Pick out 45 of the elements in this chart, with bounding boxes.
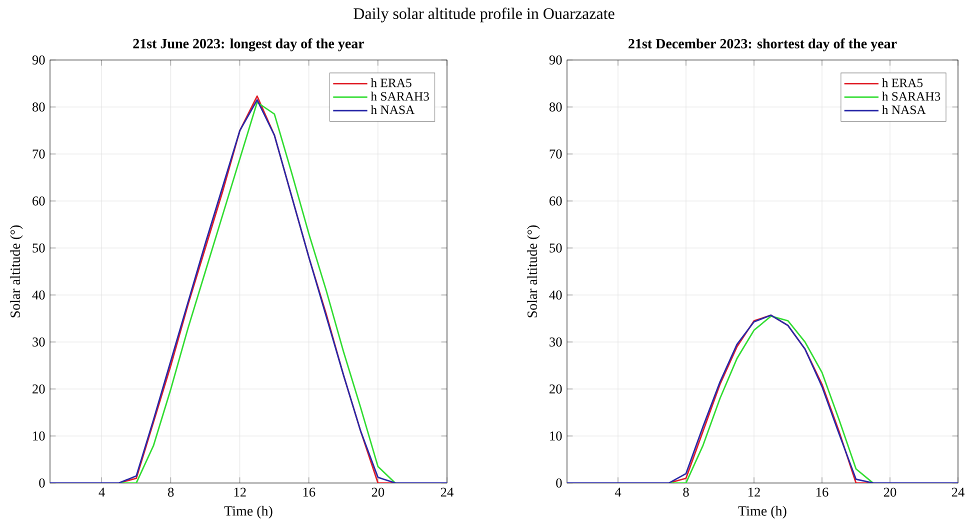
x-axis-title: Time (h) bbox=[738, 506, 786, 519]
legend-label: h ERA5 bbox=[370, 78, 412, 88]
x-tick-label: 8 bbox=[168, 488, 174, 497]
y-tick-label: 40 bbox=[32, 290, 45, 300]
y-tick-label: 50 bbox=[32, 243, 45, 252]
y-axis-title: Solar altitude (°) bbox=[10, 225, 23, 318]
x-tick-label: 16 bbox=[816, 488, 828, 497]
y-tick-label: 30 bbox=[550, 337, 562, 346]
y-tick-label: 20 bbox=[32, 384, 45, 394]
y-tick-label: 80 bbox=[32, 102, 45, 112]
x-tick-label: 20 bbox=[884, 488, 896, 497]
y-tick-label: 40 bbox=[549, 290, 562, 300]
y-tick-label: 90 bbox=[549, 56, 562, 64]
legend-label: h NASA bbox=[370, 105, 415, 114]
x-tick-label: 12 bbox=[234, 488, 246, 497]
chart-title: 21st December 2023: shortest day of the year bbox=[628, 38, 897, 52]
y-tick-label: 80 bbox=[549, 102, 562, 112]
chart-title: 21st June 2023: longest day of the year bbox=[133, 38, 364, 52]
x-tick-label: 20 bbox=[372, 488, 384, 497]
legend-label: h ERA5 bbox=[882, 78, 923, 88]
y-tick-label: 60 bbox=[32, 196, 45, 206]
y-tick-label: 90 bbox=[32, 56, 45, 64]
y-tick-label: 10 bbox=[550, 431, 562, 440]
y-tick-label: 20 bbox=[550, 384, 562, 394]
x-tick-label: 4 bbox=[614, 488, 622, 496]
legend-label: h NASA bbox=[882, 105, 926, 114]
y-tick-label: 60 bbox=[550, 196, 562, 206]
y-tick-label: 30 bbox=[32, 337, 45, 346]
y-tick-label: 70 bbox=[32, 150, 45, 158]
y-tick-label: 50 bbox=[550, 243, 562, 252]
legend-label: h SARAH3 bbox=[882, 92, 940, 101]
x-tick-label: 16 bbox=[303, 488, 316, 497]
x-tick-label: 12 bbox=[748, 488, 760, 497]
y-tick-label: 10 bbox=[33, 431, 45, 440]
text: Daily solar altitude profile in Ouarzazate bbox=[354, 8, 614, 22]
y-axis-title: Solar altitude (°) bbox=[527, 225, 540, 318]
x-tick-label: 4 bbox=[98, 488, 105, 496]
y-tick-label: 70 bbox=[550, 150, 562, 158]
x-tick-label: 8 bbox=[683, 488, 689, 497]
legend-label: h SARAH3 bbox=[370, 92, 429, 101]
x-tick-label: 24 bbox=[440, 488, 454, 497]
y-tick-label: 0 bbox=[556, 478, 562, 488]
x-tick-label: 24 bbox=[952, 488, 964, 497]
x-axis-title: Time (h) bbox=[224, 506, 272, 519]
y-tick-label: 0 bbox=[39, 478, 45, 488]
